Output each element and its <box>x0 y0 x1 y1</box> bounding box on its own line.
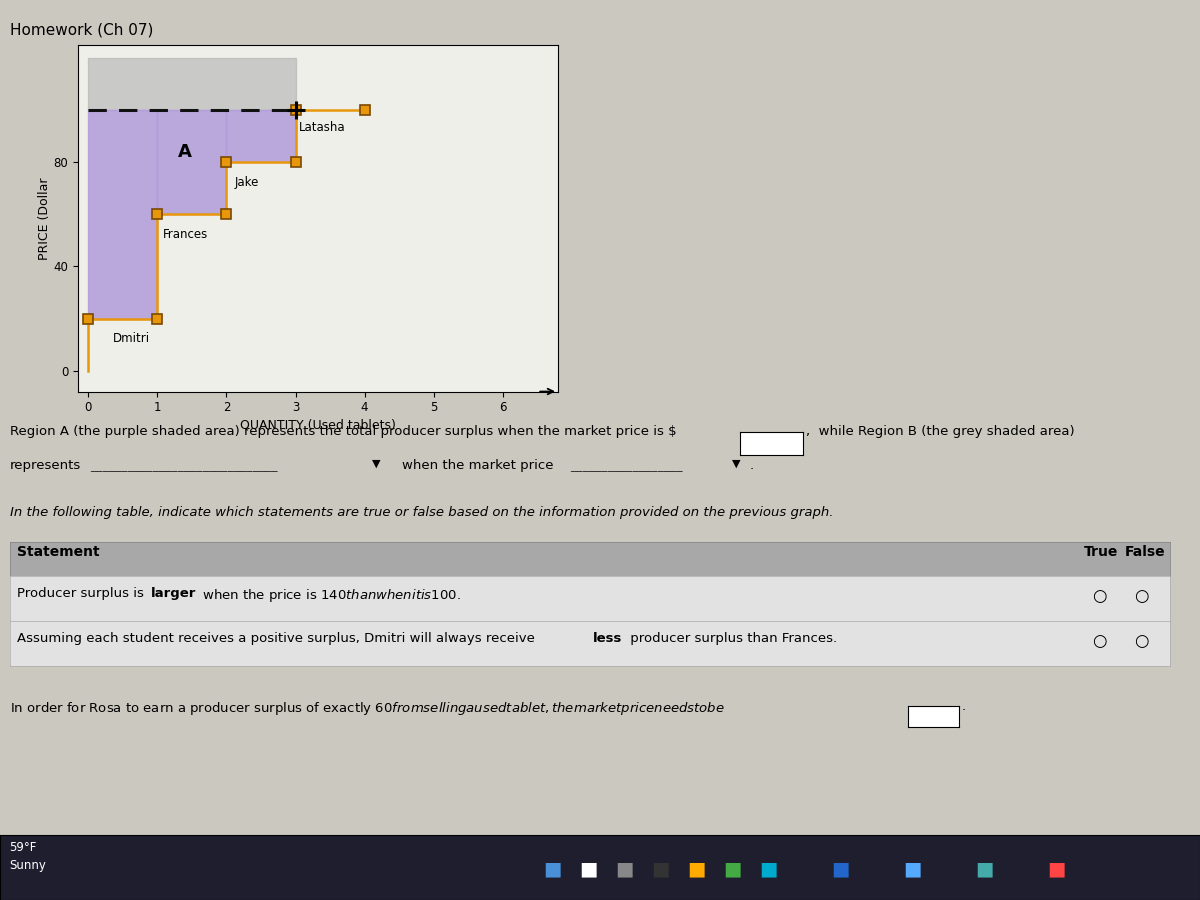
Text: when the price is $140 than when it is $100.: when the price is $140 than when it is $… <box>198 587 461 604</box>
Text: ■: ■ <box>758 859 778 878</box>
Text: ○: ○ <box>1092 587 1106 605</box>
Text: ■: ■ <box>902 859 922 878</box>
Text: ■: ■ <box>1046 859 1066 878</box>
Y-axis label: PRICE (Dollar: PRICE (Dollar <box>37 177 50 259</box>
Text: In the following table, indicate which statements are true or false based on the: In the following table, indicate which s… <box>10 506 833 518</box>
Text: Region A (the purple shaded area) represents the total producer surplus when the: Region A (the purple shaded area) repres… <box>10 425 677 437</box>
Text: ○: ○ <box>1134 587 1148 605</box>
Text: Frances: Frances <box>163 228 208 241</box>
Text: ■: ■ <box>686 859 706 878</box>
Text: ■: ■ <box>974 859 994 878</box>
Text: Latasha: Latasha <box>299 121 346 134</box>
Text: ■: ■ <box>830 859 850 878</box>
Text: __________________: __________________ <box>570 459 683 472</box>
Text: represents: represents <box>10 459 80 472</box>
Text: ■: ■ <box>542 859 562 878</box>
Text: ○: ○ <box>1092 632 1106 650</box>
Text: Sunny: Sunny <box>10 860 47 872</box>
Text: A: A <box>178 143 192 161</box>
Text: Assuming each student receives a positive surplus, Dmitri will always receive: Assuming each student receives a positiv… <box>17 632 539 644</box>
Text: True: True <box>1084 545 1118 560</box>
Text: ■: ■ <box>614 859 634 878</box>
X-axis label: QUANTITY (Used tablets): QUANTITY (Used tablets) <box>240 418 396 431</box>
Text: Dmitri: Dmitri <box>113 332 150 345</box>
Text: larger: larger <box>151 587 197 599</box>
Text: .: . <box>961 700 965 713</box>
Text: ,  while Region B (the grey shaded area): , while Region B (the grey shaded area) <box>806 425 1075 437</box>
Text: ▼: ▼ <box>372 459 380 469</box>
Text: ▼: ▼ <box>732 459 740 469</box>
Text: less: less <box>593 632 622 644</box>
Text: False: False <box>1124 545 1165 560</box>
Text: ______________________________: ______________________________ <box>90 459 277 472</box>
Text: In order for Rosa to earn a producer surplus of exactly $60 from selling a used : In order for Rosa to earn a producer sur… <box>10 700 725 717</box>
Text: ■: ■ <box>650 859 670 878</box>
Text: ■: ■ <box>578 859 598 878</box>
Text: producer surplus than Frances.: producer surplus than Frances. <box>626 632 838 644</box>
Text: when the market price: when the market price <box>402 459 553 472</box>
Text: ○: ○ <box>1134 632 1148 650</box>
Text: ■: ■ <box>722 859 742 878</box>
Text: Jake: Jake <box>235 176 259 189</box>
Text: 59°F: 59°F <box>10 842 37 854</box>
Text: Homework (Ch 07): Homework (Ch 07) <box>10 22 152 38</box>
Text: Statement: Statement <box>17 545 100 560</box>
Text: Producer surplus is: Producer surplus is <box>17 587 148 599</box>
Text: .: . <box>750 459 754 472</box>
